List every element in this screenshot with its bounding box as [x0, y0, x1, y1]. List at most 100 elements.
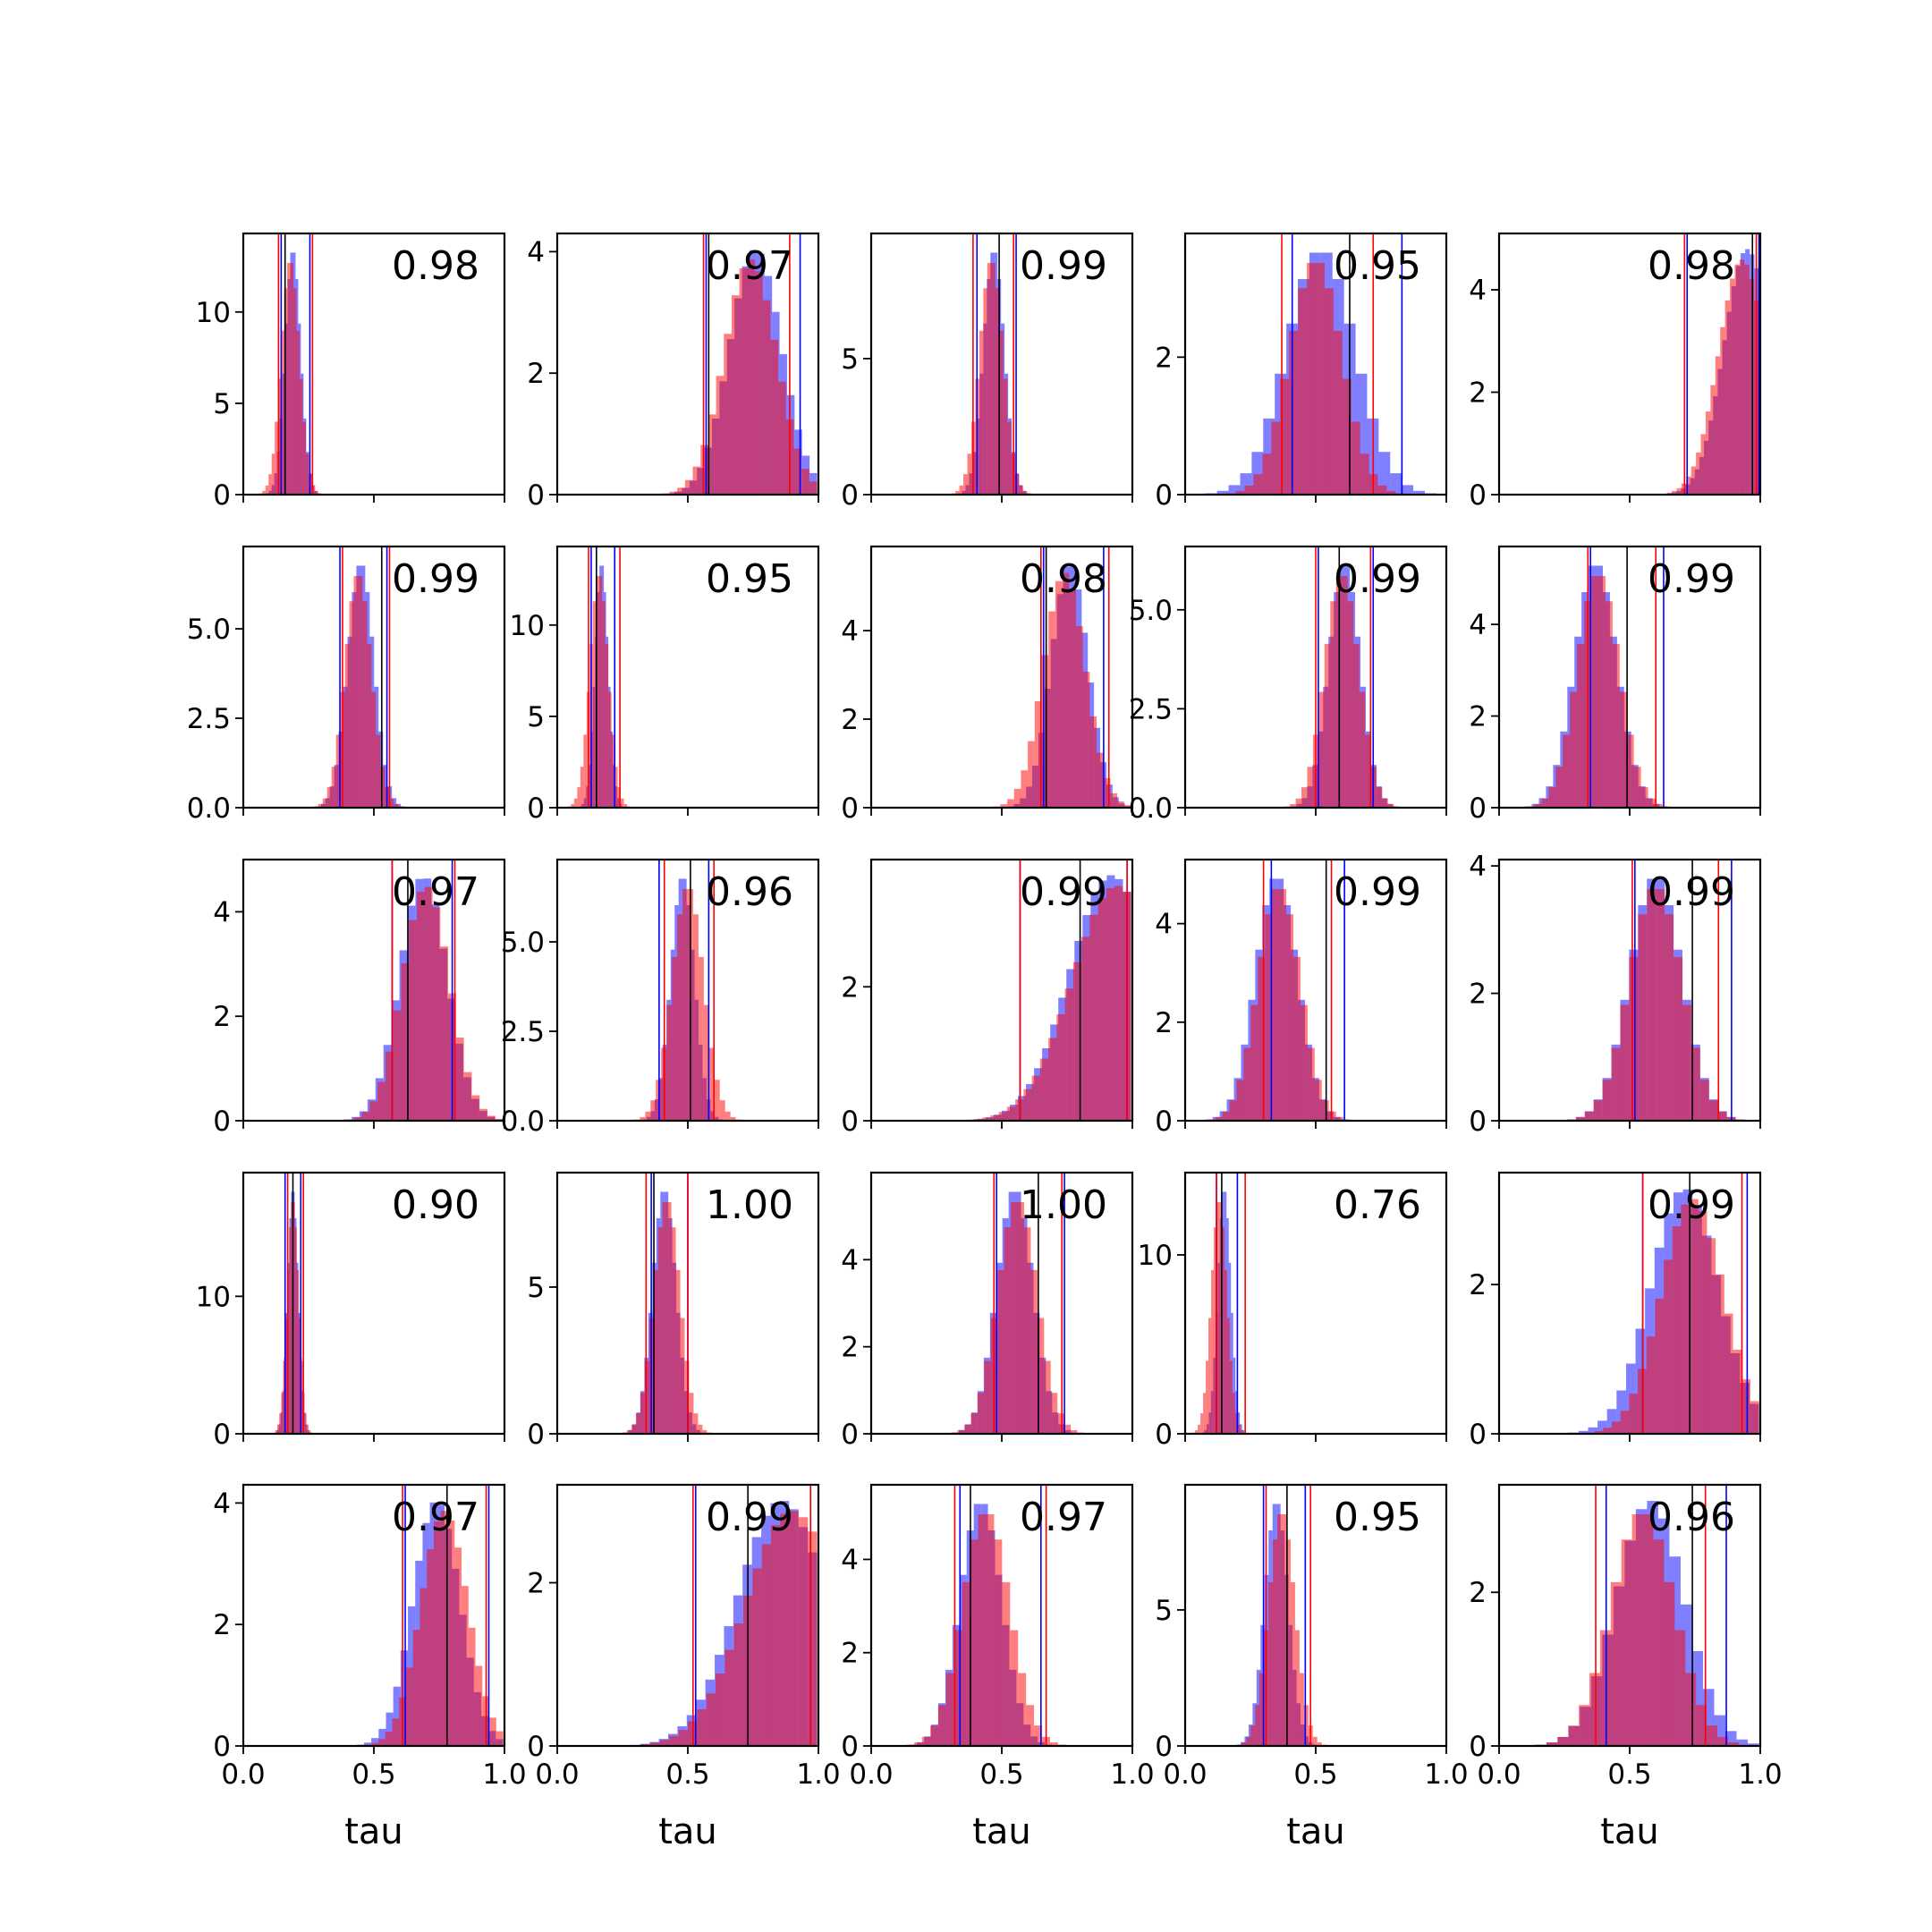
- red-bar: [692, 914, 699, 1121]
- red-bar: [1686, 476, 1691, 495]
- red-bar: [1557, 1736, 1569, 1746]
- red-bar: [1097, 752, 1104, 808]
- panel-annotation: 0.95: [1334, 1495, 1421, 1540]
- red-bar: [454, 1547, 462, 1746]
- red-bar: [1666, 492, 1673, 495]
- blue-bar: [1252, 1703, 1257, 1746]
- red-bar: [1674, 1630, 1686, 1746]
- red-bar: [937, 1705, 946, 1746]
- red-bar: [1342, 378, 1352, 495]
- red-bar: [1619, 691, 1627, 808]
- red-bar: [315, 490, 318, 495]
- blue-bar: [1578, 1430, 1589, 1434]
- red-bar: [1265, 914, 1273, 1121]
- red-bar: [698, 1424, 703, 1434]
- red-bar: [1593, 1100, 1603, 1121]
- panel-18: 0 2 4 1.00: [841, 1171, 1134, 1451]
- x-axis-label: tau: [1286, 1811, 1345, 1852]
- x-axis-label: tau: [1600, 1811, 1659, 1852]
- red-bar: [1003, 378, 1008, 495]
- y-tick-label: 0: [1469, 479, 1487, 512]
- plot-area: [273, 1173, 313, 1434]
- panel-4: 020.95: [1155, 232, 1448, 512]
- red-bar: [1057, 1413, 1064, 1434]
- red-bar: [1621, 1539, 1632, 1746]
- red-bar: [1570, 691, 1578, 808]
- y-tick-label: 0: [841, 792, 859, 825]
- red-bar: [353, 575, 359, 808]
- red-bar: [1082, 672, 1090, 808]
- red-bar: [277, 1424, 280, 1434]
- y-tick-label: 0: [527, 1419, 545, 1451]
- red-bar: [1023, 1089, 1032, 1121]
- red-bar: [1715, 356, 1721, 495]
- y-tick-label: 4: [1469, 275, 1487, 307]
- y-tick-label: 0: [213, 1106, 231, 1138]
- red-bar: [1000, 804, 1008, 808]
- red-bar: [1579, 1705, 1590, 1746]
- red-bar: [362, 601, 368, 808]
- red-bar: [731, 295, 740, 495]
- y-tick-label: 0: [1469, 1731, 1487, 1763]
- red-bar: [417, 891, 425, 1121]
- red-bar: [1013, 788, 1021, 808]
- red-bar: [770, 1525, 781, 1746]
- red-bar: [1534, 803, 1542, 808]
- red-bar: [801, 469, 809, 495]
- red-bar: [580, 767, 584, 808]
- red-bar: [427, 1549, 435, 1746]
- y-tick-label: 2: [841, 704, 859, 736]
- red-bar: [371, 691, 377, 808]
- red-bar: [305, 453, 309, 495]
- red-bar: [1730, 278, 1735, 495]
- red-bar: [1103, 777, 1111, 808]
- red-bar: [1603, 1428, 1612, 1434]
- y-tick-label: 0: [1469, 792, 1487, 825]
- red-bar: [1330, 601, 1336, 808]
- red-bar: [963, 474, 968, 495]
- red-bar: [1271, 421, 1281, 495]
- red-bar: [1594, 1430, 1604, 1434]
- red-bar: [1710, 385, 1716, 495]
- plot-area: [906, 1485, 1066, 1746]
- red-bar: [780, 1513, 790, 1746]
- red-bar: [1733, 1350, 1742, 1434]
- red-bar: [650, 1100, 657, 1121]
- red-bar: [1049, 1741, 1058, 1746]
- red-bar: [1255, 1705, 1260, 1746]
- red-bar: [367, 643, 372, 808]
- red-bar: [770, 339, 779, 495]
- panel-7: 0 5 10 0.95: [510, 545, 820, 825]
- red-bar: [1243, 1047, 1251, 1121]
- red-bar: [1031, 1075, 1040, 1121]
- red-bar: [1063, 1424, 1072, 1434]
- panel-25: 0 2 0.0 0.5 1.0 tau 0.96: [1469, 1483, 1783, 1852]
- y-tick-label: 2: [527, 358, 545, 390]
- red-bar: [304, 1413, 307, 1434]
- red-bar: [675, 1269, 681, 1434]
- blue-bar: [1597, 1420, 1607, 1434]
- y-tick-label: 5: [841, 343, 859, 376]
- red-bar: [1655, 1298, 1665, 1434]
- red-bar: [761, 1544, 771, 1746]
- red-bar: [289, 1227, 292, 1434]
- red-bar: [714, 1080, 720, 1121]
- red-bar: [677, 487, 685, 495]
- red-bar: [1676, 487, 1682, 495]
- y-tick-label: 5.0: [501, 927, 545, 959]
- panel-annotation: 0.99: [1334, 869, 1421, 915]
- red-bar: [1262, 453, 1272, 495]
- red-bar: [702, 1429, 708, 1434]
- red-bar: [1347, 601, 1354, 808]
- red-bar: [1235, 490, 1245, 495]
- panel-annotation: 0.96: [706, 869, 793, 915]
- blue-bar: [1725, 1731, 1737, 1746]
- red-bar: [434, 1521, 441, 1746]
- red-bar: [730, 1116, 736, 1121]
- red-bar: [762, 300, 771, 495]
- red-bar: [1114, 886, 1123, 1121]
- panel-annotation: 0.99: [1334, 556, 1421, 602]
- red-bar: [1386, 490, 1396, 495]
- red-bar: [680, 1318, 685, 1434]
- red-bar: [1294, 1630, 1300, 1746]
